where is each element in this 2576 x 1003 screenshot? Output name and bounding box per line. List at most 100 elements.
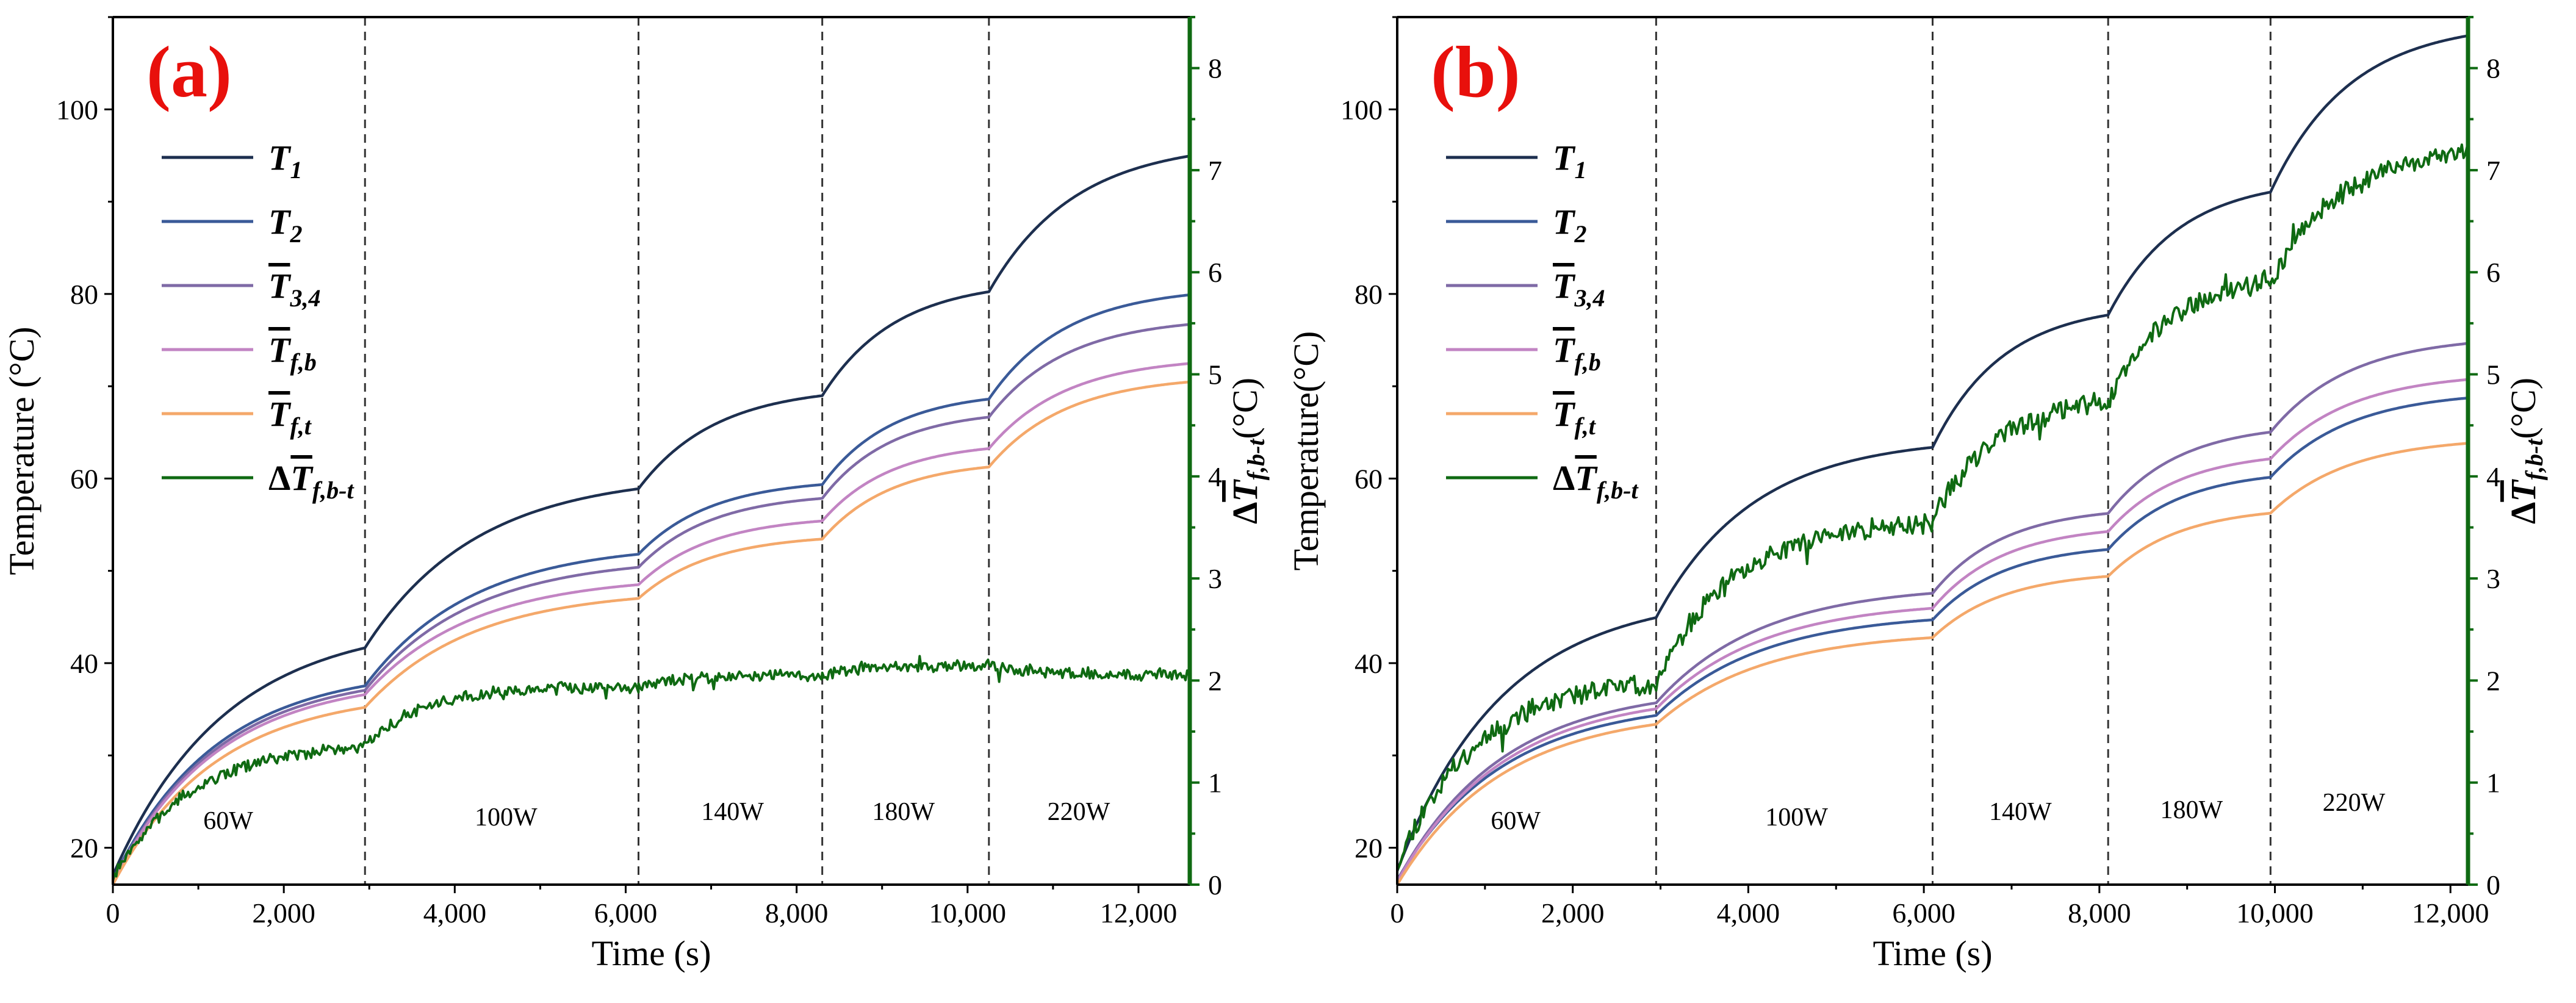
legend-label-T34: T3,4 [268, 266, 320, 312]
x-tick-label: 8,000 [2068, 897, 2131, 929]
y-tick-label: 60 [1355, 463, 1383, 494]
y2-axis-title: ΔTf,b-t(°C) [1225, 378, 1270, 524]
y-tick-label: 100 [1340, 94, 1383, 125]
region-label-60W: 60W [203, 807, 253, 835]
x-tick-label: 6,000 [594, 897, 658, 929]
legend-label-Tfb: Tf,b [1553, 330, 1601, 376]
x-axis-title: Time (s) [591, 933, 711, 973]
series-line-dT [113, 655, 1190, 882]
legend-main: T [268, 330, 292, 370]
legend-label-T1: T1 [268, 138, 302, 184]
legend-sub: 2 [1574, 220, 1586, 248]
legend-main: T [268, 266, 292, 306]
series-line-T2 [1397, 397, 2467, 881]
series-group [1397, 34, 2468, 885]
series-line-dT [1397, 143, 2468, 871]
legend-label-T1: T1 [1553, 138, 1586, 184]
legend-sub: f,b [1574, 348, 1600, 376]
y2-tick-label: 4 [2486, 461, 2500, 492]
x-tick-label: 4,000 [1717, 897, 1780, 929]
y2-tick-label: 6 [1208, 257, 1222, 288]
series-line-T1 [113, 154, 1189, 876]
y-tick-label: 100 [56, 94, 98, 125]
x-axis-title: Time (s) [1873, 933, 1992, 973]
y2-tick-label: 8 [2486, 53, 2500, 84]
legend-label-Tft: Tf,t [1553, 394, 1597, 440]
region-label-60W: 60W [1491, 807, 1541, 835]
legend-sub: f,b-t [312, 476, 355, 504]
x-tick-label: 12,000 [1100, 897, 1178, 929]
y2-axis-delta: Δ [2503, 502, 2543, 524]
region-label-220W: 220W [2323, 789, 2386, 817]
y-tick-label: 80 [1355, 279, 1383, 310]
y-tick-label: 40 [1355, 648, 1383, 679]
x-tick-label: 2,000 [252, 897, 315, 929]
legend-sub: 2 [289, 220, 302, 248]
series-line-T34 [1397, 342, 2467, 882]
legend-sub: 3,4 [289, 284, 320, 312]
y-tick-label: 20 [1355, 832, 1383, 863]
y-tick-label: 40 [70, 648, 98, 679]
y2-tick-label: 5 [1208, 359, 1222, 390]
legend-sub: 1 [290, 156, 302, 184]
y2-tick-label: 4 [1208, 461, 1222, 492]
legend-main: T [1553, 266, 1576, 306]
y2-axis-unit: (°C) [1225, 378, 1265, 439]
x-tick-label: 0 [1391, 897, 1405, 929]
legend-sub: f,b [290, 348, 316, 376]
panel-b: 60W 100W 140W 180W 220W 0 2,000 4,000 6,000 8,000… [1286, 16, 2548, 973]
y2-tick-label: 1 [1208, 768, 1222, 799]
legend-main: T [1553, 330, 1576, 370]
region-label-100W: 100W [1765, 803, 1828, 832]
legend-label-T2: T2 [268, 202, 302, 248]
y2-axis-title: ΔTf,b-t(°C) [2503, 378, 2548, 524]
x-tick-label: 4,000 [423, 897, 487, 929]
y2-tick-label: 3 [1208, 563, 1222, 594]
y2-tick-label: 7 [1208, 155, 1222, 186]
series-line-Tft [1397, 442, 2467, 885]
y2-tick-label: 7 [2486, 155, 2500, 186]
y2-tick-label: 6 [2486, 257, 2500, 288]
y2-tick-label: 1 [2486, 768, 2500, 799]
x-tick-label: 12,000 [2412, 897, 2489, 929]
legend-label-T34: T3,4 [1553, 266, 1605, 312]
legend-main: T [1553, 202, 1576, 242]
legend-main: T [268, 394, 292, 434]
legend-label-T2: T2 [1553, 202, 1586, 248]
legend-main: T [1553, 394, 1576, 434]
panel-a: 60W 100W 140W 180W 220W 0 2,000 4,000 6,000 8,000… [2, 16, 1270, 973]
legend-delta: Δ [1553, 458, 1575, 498]
y2-tick-label: 5 [2486, 359, 2500, 390]
region-label-140W: 140W [701, 798, 764, 826]
y2-axis-main: T [2503, 479, 2543, 502]
y-axis-title: Temperature (°C) [2, 326, 41, 575]
legend-main: T [1553, 138, 1576, 178]
y2-tick-label: 0 [1208, 869, 1222, 901]
y2-tick-label: 8 [1208, 53, 1222, 84]
legend-main: T [268, 138, 292, 178]
legend-sub: 3,4 [1574, 284, 1605, 312]
y-tick-label: 20 [70, 832, 98, 863]
region-label-100W: 100W [475, 803, 538, 832]
legend-label-dT: ΔTf,b-t [1553, 458, 1639, 504]
region-label-180W: 180W [872, 798, 935, 826]
x-tick-label: 6,000 [1892, 897, 1955, 929]
legend-label-Tft: Tf,t [268, 394, 312, 440]
legend-main: T [268, 202, 292, 242]
x-tick-label: 0 [106, 897, 120, 929]
series-line-Tft [113, 380, 1189, 885]
legend-delta: Δ [268, 458, 290, 498]
y2-axis-sub: f,b-t [2520, 438, 2548, 481]
legend-sub: f,t [290, 412, 312, 440]
series-line-Tfb [1397, 378, 2467, 883]
y2-axis-delta: Δ [1225, 502, 1265, 524]
y-tick-label: 60 [70, 463, 98, 494]
series-line-T2 [113, 293, 1189, 881]
series-line-Tfb [113, 362, 1189, 884]
y-axis-title: Temperature(°C) [1286, 331, 1326, 571]
x-tick-label: 10,000 [2236, 897, 2314, 929]
panel-label: (b) [1431, 31, 1520, 112]
y2-axis-unit: (°C) [2503, 378, 2543, 439]
panel-label: (a) [146, 31, 232, 112]
y2-tick-label: 2 [1208, 665, 1222, 696]
